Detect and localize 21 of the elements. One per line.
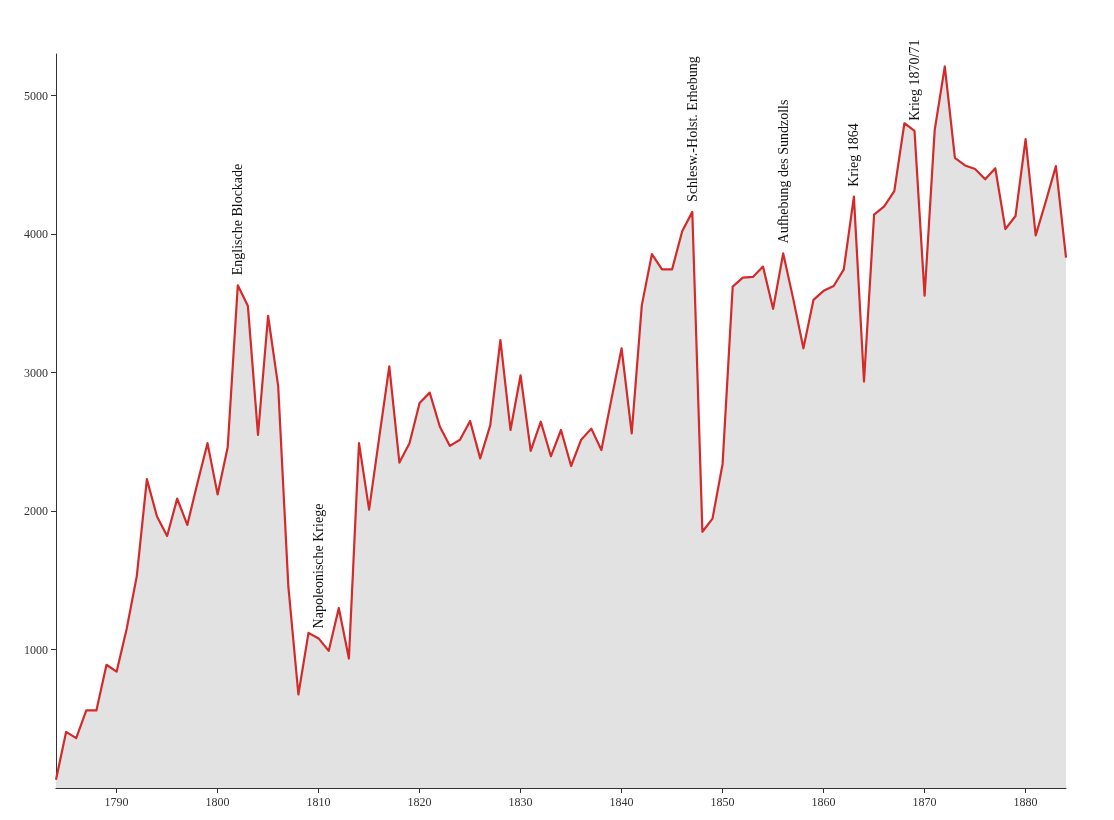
x-tick-label: 1800 bbox=[205, 795, 230, 809]
y-tick-label: 1000 bbox=[24, 642, 48, 657]
x-tick-label: 1810 bbox=[306, 795, 331, 809]
x-tick-label: 1840 bbox=[609, 795, 634, 809]
annotation: Krieg 1870/71 bbox=[907, 39, 922, 121]
y-tick-label: 3000 bbox=[24, 365, 48, 380]
annotation: Napoleonische Kriege bbox=[311, 503, 327, 629]
y-tick-label: 2000 bbox=[24, 504, 48, 519]
x-tick-label: 1860 bbox=[811, 795, 836, 809]
x-tick-label: 1850 bbox=[710, 795, 735, 809]
annotation: Schlesw.-Holst. Erhebung bbox=[684, 56, 700, 202]
x-tick-label: 1820 bbox=[407, 795, 432, 809]
annotation: Englische Blockade bbox=[230, 163, 246, 276]
annotation: Krieg 1864 bbox=[846, 123, 862, 187]
x-tick-label: 1870 bbox=[912, 795, 937, 809]
y-tick-label: 5000 bbox=[24, 88, 48, 103]
x-tick-label: 1790 bbox=[104, 795, 129, 809]
annotation: Aufhebung des Sundzolls bbox=[775, 99, 791, 244]
y-tick-label: 4000 bbox=[24, 227, 48, 242]
x-tick-label: 1830 bbox=[508, 795, 533, 809]
x-tick-label: 1880 bbox=[1013, 795, 1038, 809]
